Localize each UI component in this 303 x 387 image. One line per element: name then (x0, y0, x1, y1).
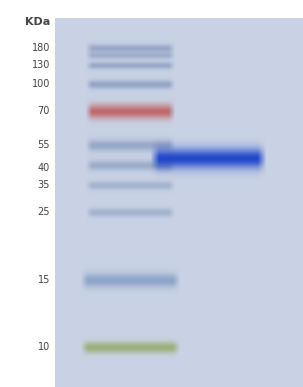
Text: 25: 25 (38, 207, 50, 217)
Text: 100: 100 (32, 79, 50, 89)
Text: 40: 40 (38, 163, 50, 173)
Text: 35: 35 (38, 180, 50, 190)
Text: 55: 55 (38, 140, 50, 150)
Text: 130: 130 (32, 60, 50, 70)
Text: 70: 70 (38, 106, 50, 116)
Text: 180: 180 (32, 43, 50, 53)
Text: 15: 15 (38, 275, 50, 285)
Text: KDa: KDa (25, 17, 50, 27)
Text: 10: 10 (38, 342, 50, 352)
